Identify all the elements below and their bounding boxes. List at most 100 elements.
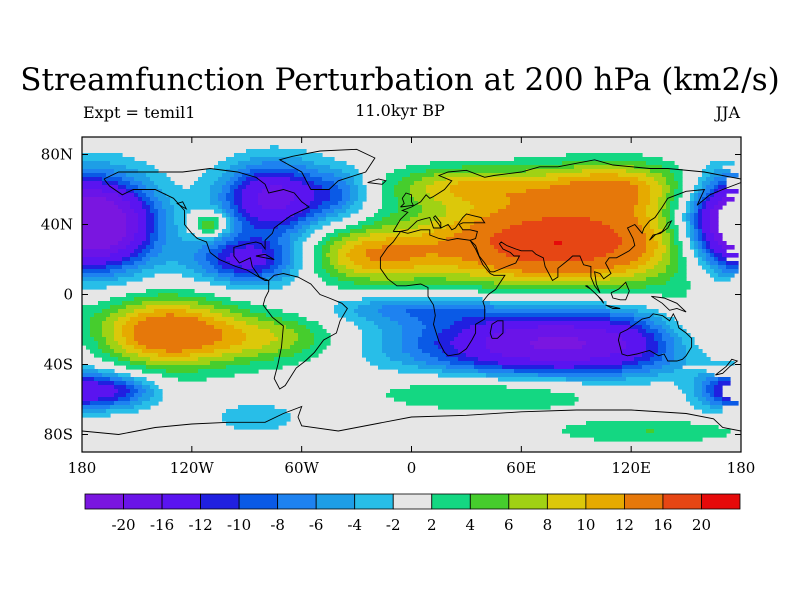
contour-cell	[298, 169, 319, 174]
colorbar-label: -6	[309, 516, 324, 534]
contour-cell	[422, 205, 447, 210]
colorbar-label: 2	[427, 516, 437, 534]
contour-cell	[298, 333, 315, 338]
contour-cell	[138, 225, 147, 230]
contour-cell	[710, 217, 719, 222]
contour-cell	[630, 325, 643, 330]
contour-cell	[286, 229, 299, 234]
contour-cell	[114, 325, 123, 330]
contour-cell	[258, 353, 295, 358]
contour-cell	[686, 345, 699, 350]
contour-cell	[642, 325, 651, 330]
contour-cell	[394, 193, 411, 198]
contour-cell	[166, 261, 179, 266]
contour-cell	[426, 361, 451, 366]
contour-cell	[646, 269, 667, 274]
contour-cell	[98, 381, 115, 386]
contour-cell	[250, 237, 263, 242]
contour-cell	[494, 233, 619, 238]
contour-cell	[662, 193, 667, 198]
colorbar-swatch	[546, 493, 587, 510]
contour-cell	[162, 205, 175, 210]
contour-cell	[166, 349, 183, 354]
contour-cell	[642, 225, 651, 230]
contour-cell	[670, 217, 675, 222]
contour-cell	[154, 221, 159, 226]
contour-cell	[202, 313, 223, 318]
contour-cell	[502, 365, 555, 370]
contour-cell	[390, 317, 419, 322]
contour-cell	[706, 237, 715, 242]
contour-cell	[278, 273, 291, 278]
x-tick-label: 180	[68, 459, 97, 477]
contour-cell	[658, 197, 667, 202]
contour-cell	[382, 189, 395, 194]
contour-cell	[454, 321, 487, 326]
contour-cell	[322, 201, 339, 206]
coastline	[400, 192, 414, 208]
contour-cell	[110, 297, 135, 302]
contour-cell	[214, 225, 219, 230]
contour-cell	[214, 241, 227, 246]
contour-cell	[82, 233, 127, 238]
contour-cell	[126, 385, 135, 390]
contour-cell	[654, 237, 663, 242]
contour-cell	[134, 209, 147, 214]
contour-cell	[146, 201, 155, 206]
contour-cell	[638, 217, 651, 222]
contour-cell	[142, 393, 155, 398]
contour-cell	[298, 321, 319, 326]
contour-cell	[294, 213, 307, 218]
contour-cell	[318, 221, 331, 226]
contour-cell	[382, 305, 495, 310]
contour-cell	[362, 337, 383, 342]
contour-cell	[406, 309, 487, 314]
contour-cell	[638, 265, 655, 270]
contour-cell	[302, 157, 335, 162]
contour-cell	[674, 197, 679, 202]
contour-cell	[634, 165, 663, 170]
contour-cell	[382, 197, 399, 202]
contour-cell	[478, 261, 631, 266]
contour-cell	[686, 217, 691, 222]
colorbar-label: -8	[270, 516, 285, 534]
contour-cell	[146, 225, 155, 230]
contour-cell	[430, 221, 455, 226]
contour-cell	[118, 277, 143, 282]
contour-cell	[174, 205, 219, 210]
contour-cell	[658, 209, 663, 214]
contour-cell	[618, 333, 643, 338]
contour-cell	[446, 237, 491, 242]
contour-cell	[670, 253, 679, 258]
contour-field	[82, 137, 741, 452]
contour-cell	[174, 221, 187, 226]
contour-cell	[366, 253, 427, 258]
contour-cell	[690, 241, 695, 246]
contour-cell	[202, 245, 219, 250]
contour-cell	[94, 337, 107, 342]
contour-cell	[402, 333, 423, 338]
contour-cell	[334, 173, 351, 178]
contour-cell	[670, 261, 679, 266]
contour-cell	[330, 237, 343, 242]
contour-cell	[154, 217, 159, 222]
contour-cell	[358, 305, 383, 310]
contour-cell	[670, 245, 679, 250]
contour-cell	[230, 165, 247, 170]
contour-cell	[366, 249, 499, 254]
contour-cell	[510, 225, 611, 230]
contour-cell	[382, 349, 403, 354]
contour-cell	[82, 153, 123, 158]
contour-cell	[310, 221, 319, 226]
contour-cell	[242, 189, 263, 194]
contour-cell	[670, 225, 679, 230]
contour-cell	[110, 345, 123, 350]
contour-cell	[150, 249, 163, 254]
contour-cell	[658, 201, 667, 206]
contour-cell	[498, 209, 635, 214]
contour-cell	[238, 209, 247, 214]
contour-cell	[222, 205, 231, 210]
contour-cell	[82, 181, 103, 186]
contour-cell	[478, 357, 531, 362]
contour-cell	[142, 385, 151, 390]
